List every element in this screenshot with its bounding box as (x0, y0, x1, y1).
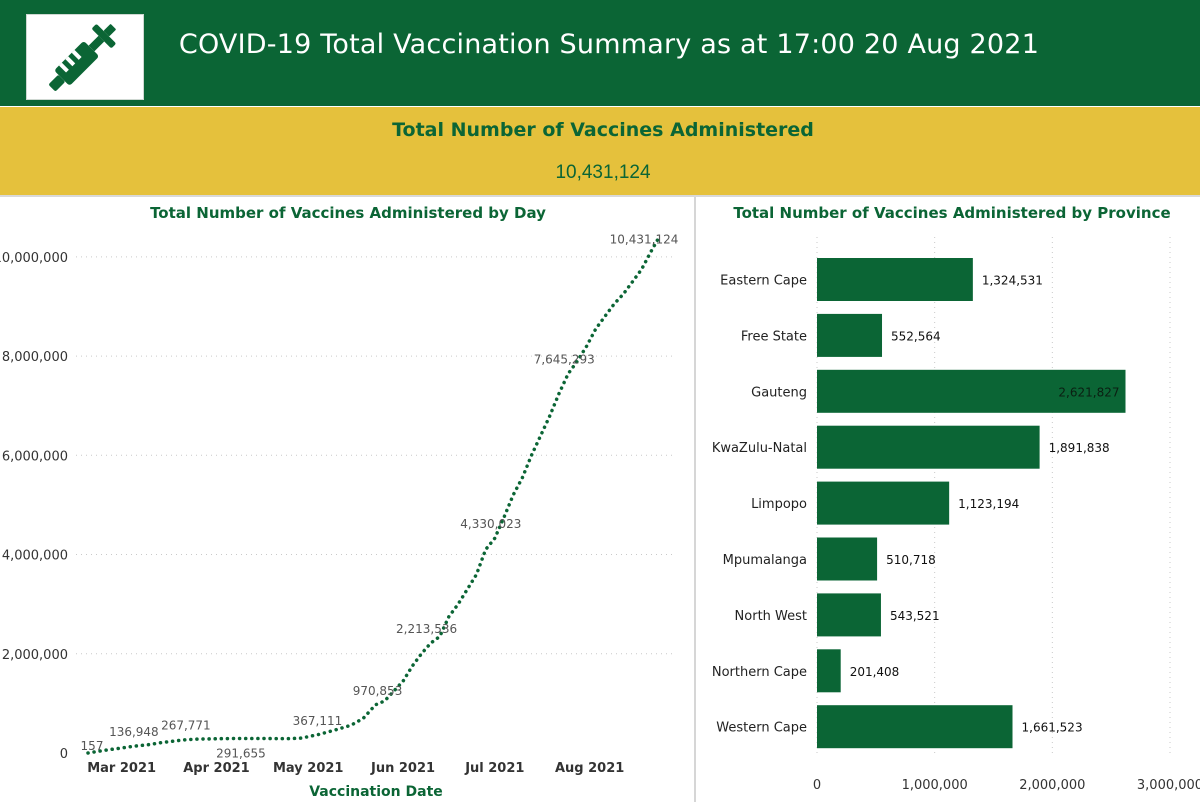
bar (817, 705, 1013, 749)
category-label: Limpopo (751, 497, 807, 512)
bar (817, 313, 883, 357)
divider (0, 195, 1200, 197)
x-tick-label: Aug 2021 (555, 761, 624, 776)
series-line (86, 233, 662, 755)
bar-value-label: 2,621,827 (1058, 385, 1119, 399)
bar-value-label: 552,564 (891, 329, 941, 343)
line-chart-xlabel: Vaccination Date (309, 784, 443, 800)
bar (817, 593, 881, 637)
x-tick-label: 2,000,000 (1019, 778, 1085, 793)
x-tick-label: Apr 2021 (183, 761, 250, 776)
province-bar-chart-panel: Total Number of Vaccines Administered by… (696, 197, 1200, 802)
category-label: KwaZulu-Natal (712, 441, 807, 456)
bar-value-label: 543,521 (890, 609, 940, 623)
data-label: 970,853 (353, 684, 403, 698)
x-tick-label: 0 (813, 778, 821, 793)
data-label: 10,431,124 (610, 232, 679, 246)
page-title: COVID-19 Total Vaccination Summary as at… (178, 29, 1040, 60)
y-tick-label: 8,000,000 (2, 350, 68, 365)
data-label: 7,645,293 (534, 353, 595, 367)
data-label: 267,771 (161, 719, 211, 733)
summary-label: Total Number of Vaccines Administered (392, 119, 814, 141)
bar (817, 481, 950, 525)
x-tick-label: May 2021 (273, 761, 344, 776)
syringe-icon (49, 24, 116, 91)
summary-band: Total Number of Vaccines Administered 10… (0, 107, 1200, 195)
category-label: Gauteng (751, 385, 807, 400)
y-tick-label: 0 (60, 747, 68, 762)
y-tick-label: 2,000,000 (2, 648, 68, 663)
data-label: 157 (81, 739, 104, 753)
bar (817, 425, 1040, 469)
data-label: 367,111 (293, 714, 343, 728)
y-tick-label: 4,000,000 (2, 549, 68, 564)
data-label: 136,948 (109, 725, 159, 739)
bar (817, 537, 878, 581)
bar-value-label: 201,408 (850, 665, 900, 679)
x-tick-label: Jul 2021 (464, 761, 524, 776)
data-label: 2,213,536 (396, 622, 457, 636)
bar-value-label: 1,324,531 (982, 274, 1043, 288)
bar-value-label: 1,661,523 (1022, 721, 1083, 735)
y-tick-label: 6,000,000 (2, 449, 68, 464)
category-label: Free State (741, 329, 807, 344)
bar-chart-title: Total Number of Vaccines Administered by… (733, 204, 1170, 222)
line-chart-title: Total Number of Vaccines Administered by… (150, 204, 546, 222)
province-bar-chart: Total Number of Vaccines Administered by… (712, 204, 1200, 793)
daily-line-chart-panel: Total Number of Vaccines Administered by… (0, 197, 694, 802)
panel-divider (694, 197, 696, 802)
category-label: Western Cape (716, 721, 807, 736)
bar (817, 258, 973, 301)
summary-value: 10,431,124 (555, 162, 651, 183)
bar (817, 649, 841, 693)
category-label: Eastern Cape (720, 274, 807, 289)
logo (26, 14, 144, 100)
x-tick-label: 1,000,000 (902, 778, 968, 793)
bar (817, 369, 1126, 413)
data-label: 4,330,023 (460, 517, 521, 531)
category-label: Northern Cape (712, 665, 807, 680)
header-bar: COVID-19 Total Vaccination Summary as at… (0, 0, 1200, 106)
x-tick-label: Jun 2021 (370, 761, 435, 776)
category-label: Mpumalanga (723, 553, 807, 568)
bar-value-label: 1,891,838 (1049, 441, 1110, 455)
daily-line-chart: Total Number of Vaccines Administered by… (0, 204, 679, 800)
x-tick-label: Mar 2021 (87, 761, 156, 776)
category-label: North West (735, 609, 807, 624)
y-tick-label: 10,000,000 (0, 251, 68, 266)
bar-value-label: 510,718 (886, 553, 936, 567)
x-tick-label: 3,000,000 (1137, 778, 1200, 793)
bar-value-label: 1,123,194 (958, 497, 1019, 511)
data-label: 291,655 (216, 747, 266, 761)
